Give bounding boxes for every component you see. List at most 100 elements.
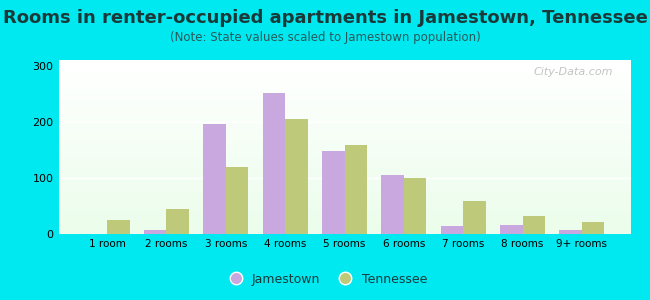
- Bar: [58, 140, 630, 141]
- Bar: [58, 104, 630, 105]
- Bar: [58, 193, 630, 194]
- Bar: [58, 233, 630, 234]
- Bar: [58, 205, 630, 206]
- Bar: [58, 164, 630, 165]
- Bar: [58, 107, 630, 108]
- Bar: [58, 65, 630, 66]
- Bar: [58, 125, 630, 126]
- Bar: [58, 69, 630, 70]
- Bar: [344, 145, 367, 234]
- Bar: [58, 192, 630, 193]
- Bar: [166, 209, 189, 234]
- Bar: [58, 177, 630, 178]
- Bar: [58, 150, 630, 151]
- Bar: [144, 230, 166, 234]
- Bar: [58, 97, 630, 98]
- Bar: [441, 226, 463, 234]
- Bar: [58, 190, 630, 191]
- Bar: [58, 179, 630, 180]
- Bar: [58, 217, 630, 218]
- Bar: [58, 144, 630, 145]
- Bar: [58, 120, 630, 121]
- Bar: [58, 122, 630, 123]
- Bar: [58, 147, 630, 148]
- Bar: [58, 210, 630, 211]
- Bar: [58, 158, 630, 159]
- Bar: [58, 214, 630, 215]
- Bar: [58, 174, 630, 175]
- Bar: [58, 198, 630, 199]
- Bar: [500, 225, 523, 234]
- Bar: [58, 130, 630, 131]
- Bar: [58, 62, 630, 63]
- Bar: [58, 137, 630, 138]
- Bar: [58, 209, 630, 210]
- Bar: [58, 223, 630, 224]
- Bar: [58, 175, 630, 176]
- Bar: [58, 153, 630, 154]
- Bar: [58, 213, 630, 214]
- Bar: [58, 90, 630, 91]
- Bar: [58, 218, 630, 219]
- Bar: [58, 84, 630, 85]
- Bar: [58, 152, 630, 153]
- Bar: [58, 109, 630, 110]
- Bar: [58, 219, 630, 220]
- Bar: [58, 197, 630, 198]
- Bar: [107, 220, 129, 234]
- Bar: [58, 184, 630, 185]
- Bar: [285, 119, 307, 234]
- Bar: [58, 199, 630, 200]
- Bar: [58, 172, 630, 173]
- Bar: [463, 201, 486, 234]
- Bar: [58, 229, 630, 230]
- Bar: [58, 78, 630, 79]
- Bar: [58, 66, 630, 67]
- Bar: [58, 181, 630, 182]
- Bar: [58, 142, 630, 143]
- Bar: [523, 216, 545, 234]
- Bar: [58, 87, 630, 88]
- Text: City-Data.com: City-Data.com: [534, 67, 614, 77]
- Bar: [58, 67, 630, 68]
- Bar: [58, 61, 630, 62]
- Bar: [58, 191, 630, 192]
- Bar: [58, 155, 630, 156]
- Bar: [58, 81, 630, 82]
- Bar: [58, 72, 630, 73]
- Bar: [58, 75, 630, 76]
- Bar: [58, 80, 630, 81]
- Bar: [58, 112, 630, 113]
- Bar: [58, 118, 630, 119]
- Bar: [58, 146, 630, 147]
- Bar: [58, 166, 630, 167]
- Bar: [58, 162, 630, 163]
- Bar: [58, 63, 630, 64]
- Bar: [322, 152, 344, 234]
- Bar: [58, 230, 630, 231]
- Bar: [58, 208, 630, 209]
- Bar: [58, 134, 630, 135]
- Bar: [58, 76, 630, 77]
- Bar: [58, 60, 630, 61]
- Bar: [58, 226, 630, 227]
- Bar: [58, 159, 630, 160]
- Bar: [58, 73, 630, 74]
- Bar: [58, 82, 630, 83]
- Bar: [58, 105, 630, 106]
- Bar: [58, 186, 630, 187]
- Bar: [58, 206, 630, 207]
- Bar: [58, 161, 630, 162]
- Bar: [58, 71, 630, 72]
- Bar: [58, 141, 630, 142]
- Bar: [226, 167, 248, 234]
- Bar: [58, 113, 630, 114]
- Bar: [58, 169, 630, 170]
- Bar: [58, 216, 630, 217]
- Bar: [58, 127, 630, 128]
- Bar: [58, 215, 630, 216]
- Bar: [58, 203, 630, 204]
- Text: (Note: State values scaled to Jamestown population): (Note: State values scaled to Jamestown …: [170, 32, 480, 44]
- Bar: [58, 195, 630, 196]
- Bar: [58, 189, 630, 190]
